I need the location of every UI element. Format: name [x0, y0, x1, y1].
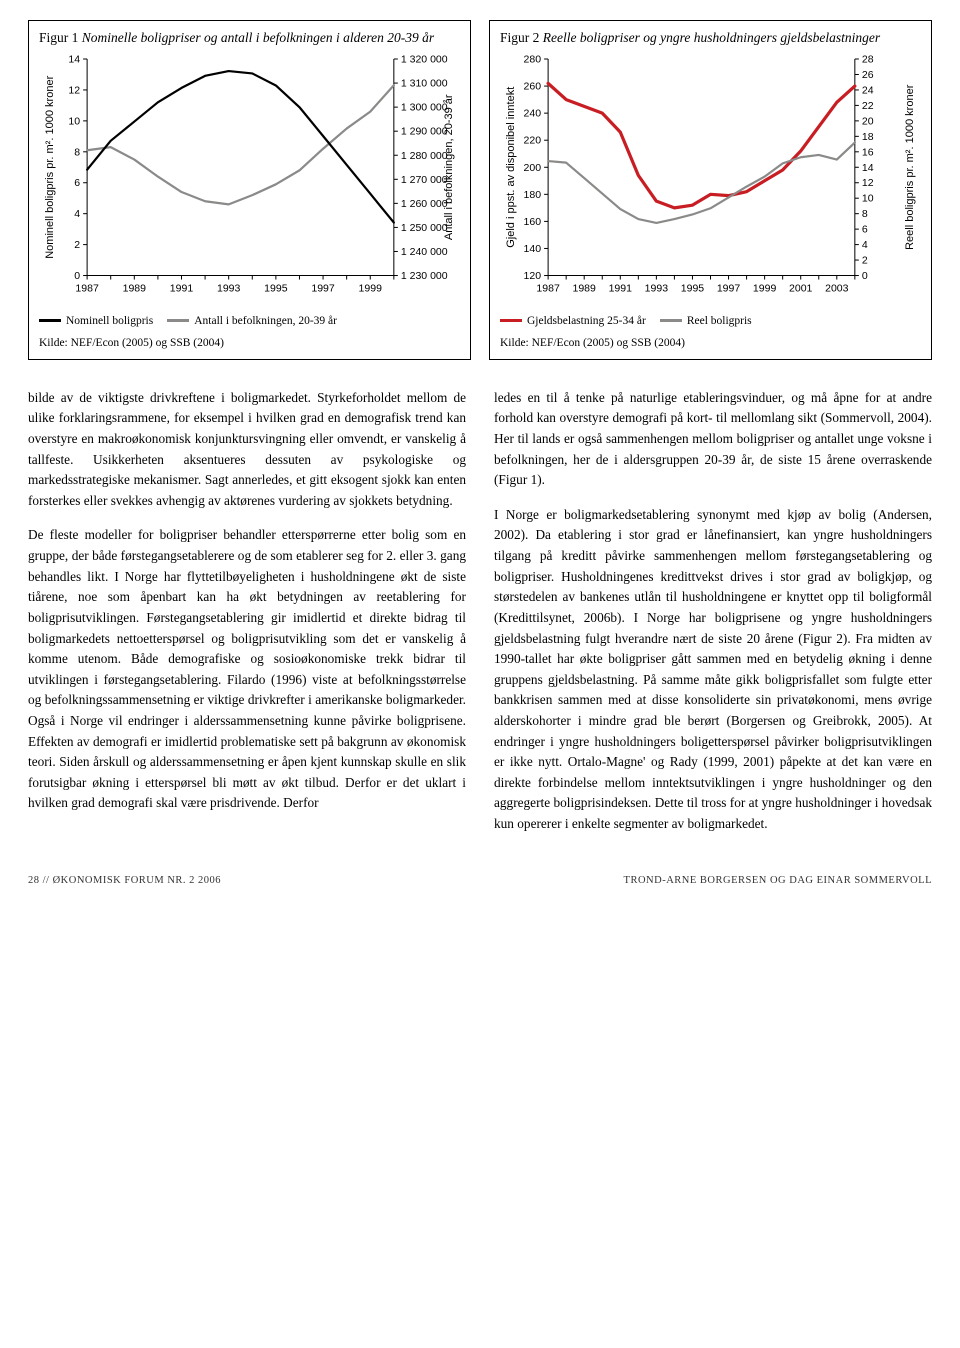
- svg-text:0: 0: [74, 270, 80, 282]
- svg-text:8: 8: [74, 147, 80, 159]
- svg-text:1 300 000: 1 300 000: [401, 102, 448, 114]
- svg-text:8: 8: [862, 208, 868, 220]
- svg-text:18: 18: [862, 131, 874, 143]
- svg-text:1 240 000: 1 240 000: [401, 246, 448, 258]
- figure-1-label: Figur 1: [39, 30, 78, 45]
- legend-item: Gjeldsbelastning 25-34 år: [500, 315, 646, 327]
- svg-text:26: 26: [862, 69, 874, 81]
- svg-text:200: 200: [524, 162, 542, 174]
- left-p2: De fleste modeller for boligpriser behan…: [28, 525, 466, 814]
- svg-text:12: 12: [68, 85, 80, 97]
- svg-text:1989: 1989: [572, 283, 596, 295]
- svg-text:1987: 1987: [75, 283, 99, 295]
- svg-text:2003: 2003: [825, 283, 849, 295]
- figure-2-title: Figur 2 Reelle boligpriser og yngre hush…: [500, 29, 921, 47]
- svg-text:1999: 1999: [359, 283, 383, 295]
- svg-text:4: 4: [862, 239, 868, 251]
- svg-text:1991: 1991: [609, 283, 633, 295]
- svg-text:140: 140: [524, 243, 542, 255]
- right-p2: I Norge er boligmarkedsetablering synony…: [494, 505, 932, 835]
- figure-1-box: Figur 1 Nominelle boligpriser og antall …: [28, 20, 471, 360]
- legend-item: Antall i befolkningen, 20-39 år: [167, 315, 337, 327]
- legend-swatch: [39, 319, 61, 322]
- svg-text:180: 180: [524, 189, 542, 201]
- legend-label: Nominell boligpris: [66, 315, 153, 327]
- figure-1-source: Kilde: NEF/Econ (2005) og SSB (2004): [39, 337, 460, 349]
- figures-row: Figur 1 Nominelle boligpriser og antall …: [28, 20, 932, 360]
- svg-text:240: 240: [524, 108, 542, 120]
- right-column: ledes en til å tenke på naturlige etable…: [494, 388, 932, 849]
- svg-text:1 250 000: 1 250 000: [401, 222, 448, 234]
- svg-text:Antall i befolkningen, 20-39 å: Antall i befolkningen, 20-39 år: [443, 94, 455, 240]
- legend-swatch: [500, 319, 522, 322]
- legend-label: Antall i befolkningen, 20-39 år: [194, 315, 337, 327]
- svg-text:Nominell boligpris pr. m². 100: Nominell boligpris pr. m². 1000 kroner: [44, 76, 56, 259]
- figure-1-title-rest: Nominelle boligpriser og antall i befolk…: [78, 30, 434, 45]
- svg-text:2: 2: [74, 239, 80, 251]
- body-columns: bilde av de viktigste drivkreftene i bol…: [28, 388, 932, 849]
- footer-left: 28 // ØKONOMISK FORUM NR. 2 2006: [28, 875, 221, 886]
- footer-right: TROND-ARNE BORGERSEN OG DAG EINAR SOMMER…: [624, 875, 932, 886]
- svg-text:160: 160: [524, 216, 542, 228]
- svg-text:1 290 000: 1 290 000: [401, 126, 448, 138]
- svg-text:16: 16: [862, 147, 874, 159]
- svg-text:1989: 1989: [123, 283, 147, 295]
- svg-text:120: 120: [524, 270, 542, 282]
- svg-text:2001: 2001: [789, 283, 813, 295]
- figure-2-label: Figur 2: [500, 30, 539, 45]
- left-p1: bilde av de viktigste drivkreftene i bol…: [28, 388, 466, 512]
- svg-text:1 310 000: 1 310 000: [401, 78, 448, 90]
- svg-text:1 260 000: 1 260 000: [401, 198, 448, 210]
- svg-text:Reell boligpris pr. m². 1000 k: Reell boligpris pr. m². 1000 kroner: [904, 85, 916, 251]
- svg-text:1 320 000: 1 320 000: [401, 54, 448, 66]
- svg-text:1987: 1987: [536, 283, 560, 295]
- svg-text:1997: 1997: [311, 283, 335, 295]
- svg-text:1993: 1993: [645, 283, 669, 295]
- svg-text:Gjeld i ppst. av disponibel in: Gjeld i ppst. av disponibel inntekt: [505, 87, 517, 248]
- svg-text:6: 6: [862, 224, 868, 236]
- figure-1-legend: Nominell boligpris Antall i befolkningen,…: [39, 315, 460, 327]
- svg-text:1993: 1993: [217, 283, 241, 295]
- svg-text:1995: 1995: [264, 283, 288, 295]
- svg-text:14: 14: [862, 162, 874, 174]
- svg-text:1999: 1999: [753, 283, 777, 295]
- figure-2-title-rest: Reelle boligpriser og yngre husholdninge…: [539, 30, 880, 45]
- svg-text:20: 20: [862, 116, 874, 128]
- svg-text:14: 14: [68, 54, 80, 66]
- figure-1-title: Figur 1 Nominelle boligpriser og antall …: [39, 29, 460, 47]
- svg-text:6: 6: [74, 177, 80, 189]
- svg-text:22: 22: [862, 100, 874, 112]
- legend-swatch: [660, 319, 682, 322]
- figure-2-legend: Gjeldsbelastning 25-34 år Reel boligpris: [500, 315, 921, 327]
- svg-text:2: 2: [862, 255, 868, 267]
- figure-2-box: Figur 2 Reelle boligpriser og yngre hush…: [489, 20, 932, 360]
- svg-text:1 230 000: 1 230 000: [401, 270, 448, 282]
- figure-2-chart: 1987198919911993199519971999200120031201…: [500, 53, 921, 309]
- svg-text:1995: 1995: [681, 283, 705, 295]
- legend-label: Reel boligpris: [687, 315, 752, 327]
- right-p1: ledes en til å tenke på naturlige etable…: [494, 388, 932, 491]
- figure-1-chart: 1987 1989 1991 1993 1995 1997 1999 0 2 4 6 8 10 12 14 1…: [39, 53, 460, 309]
- svg-text:4: 4: [74, 208, 80, 220]
- left-column: bilde av de viktigste drivkreftene i bol…: [28, 388, 466, 849]
- svg-text:260: 260: [524, 81, 542, 93]
- svg-text:220: 220: [524, 135, 542, 147]
- svg-text:12: 12: [862, 177, 874, 189]
- figure-2-source: Kilde: NEF/Econ (2005) og SSB (2004): [500, 337, 921, 349]
- svg-text:10: 10: [68, 116, 80, 128]
- svg-text:28: 28: [862, 54, 874, 66]
- legend-label: Gjeldsbelastning 25-34 år: [527, 315, 646, 327]
- legend-item: Nominell boligpris: [39, 315, 153, 327]
- legend-swatch: [167, 319, 189, 322]
- svg-text:1997: 1997: [717, 283, 741, 295]
- svg-text:0: 0: [862, 270, 868, 282]
- legend-item: Reel boligpris: [660, 315, 752, 327]
- svg-text:24: 24: [862, 85, 874, 97]
- svg-text:10: 10: [862, 193, 874, 205]
- page-footer: 28 // ØKONOMISK FORUM NR. 2 2006 TROND-A…: [28, 875, 932, 886]
- svg-text:1991: 1991: [170, 283, 194, 295]
- svg-text:1 280 000: 1 280 000: [401, 150, 448, 162]
- svg-text:280: 280: [524, 54, 542, 66]
- svg-text:1 270 000: 1 270 000: [401, 174, 448, 186]
